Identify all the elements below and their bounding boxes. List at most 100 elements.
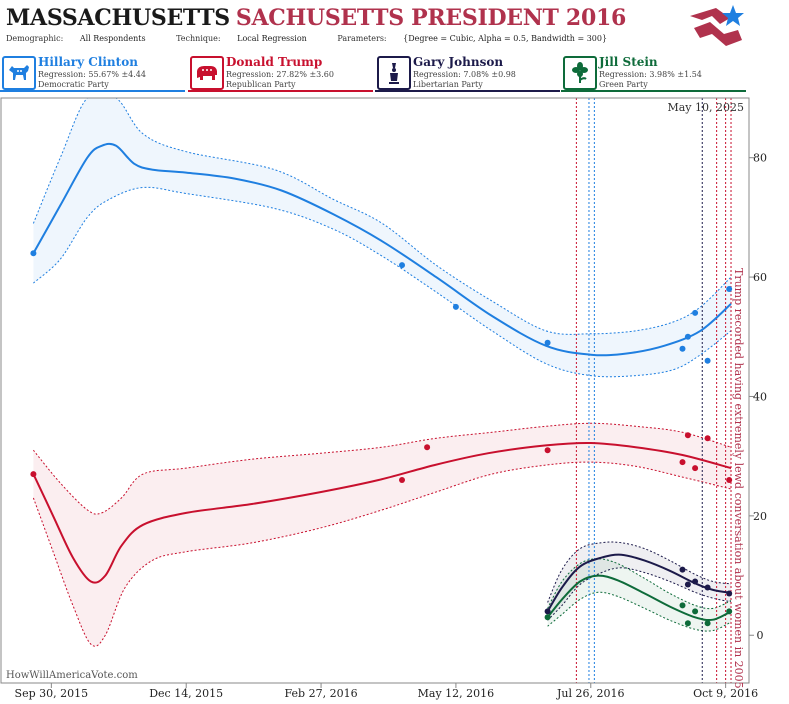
- donkey-icon: [2, 56, 36, 90]
- flower-icon: [563, 56, 597, 90]
- x-tick-label: May 12, 2016: [418, 687, 495, 700]
- johnson-band-fill: [547, 541, 731, 621]
- trump-poll-point: [399, 477, 405, 483]
- x-tick-label: Jul 26, 2016: [556, 687, 625, 700]
- legend-item-stein: Jill Stein Regression: 3.98% ±1.54 Green…: [561, 54, 746, 92]
- legend-underline: [375, 90, 560, 92]
- y-tick-label: 40: [753, 390, 767, 403]
- clinton-poll-point: [692, 309, 699, 316]
- johnson-poll-point: [692, 578, 699, 585]
- trump-poll-point: [424, 444, 431, 451]
- stein-poll-point: [692, 608, 699, 615]
- page-title: MASSACHUSETTS SACHUSETTS PRESIDENT 2016: [6, 5, 626, 31]
- legend-underline: [0, 90, 185, 92]
- clinton-trend-line: [32, 142, 732, 357]
- candidate-name: Hillary Clinton: [38, 55, 138, 69]
- clinton-band-fill: [33, 98, 731, 377]
- x-tick-label: Sep 30, 2015: [15, 687, 89, 700]
- trump-poll-point: [692, 465, 699, 472]
- y-tick-label: 80: [753, 152, 767, 165]
- stein-lower-bound: [547, 591, 732, 632]
- event-lines: [575, 98, 732, 683]
- polling-chart: 0 20 40 60 80 Sep 30, 2015 Dec 14, 2015 Feb 27…: [0, 97, 767, 700]
- stein-poll-point: [544, 614, 551, 621]
- demographic-label: Demographic:: [6, 34, 64, 43]
- candidate-regression: Regression: 27.82% ±3.60: [226, 70, 334, 79]
- clinton-poll-point: [30, 250, 37, 257]
- clinton-poll-point: [684, 333, 691, 340]
- candidate-regression: Regression: 55.67% ±4.44: [38, 70, 146, 79]
- candidate-legend: Hillary Clinton Regression: 55.67% ±4.44…: [0, 54, 789, 94]
- candidate-regression: Regression: 3.98% ±1.54: [599, 70, 702, 79]
- candidate-party: Republican Party: [226, 80, 296, 89]
- x-tick-label: Oct 9, 2016: [693, 687, 758, 700]
- trump-trend-line: [32, 441, 732, 584]
- candidate-regression: Regression: 7.08% ±0.98: [413, 70, 516, 79]
- johnson-lower-bound: [547, 567, 732, 621]
- parameters-value: {Degree = Cubic, Alpha = 0.5, Bandwidth …: [403, 34, 608, 43]
- liberty-statue-icon: [377, 56, 411, 90]
- x-axis: Sep 30, 2015 Dec 14, 2015 Feb 27, 2016 May …: [15, 683, 758, 700]
- trump-poll-point: [544, 447, 551, 454]
- legend-item-trump: Donald Trump Regression: 27.82% ±3.60 Re…: [188, 54, 373, 92]
- y-tick-label: 0: [757, 629, 764, 642]
- x-tick-label: Dec 14, 2015: [149, 687, 223, 700]
- trump-poll-point: [704, 435, 711, 442]
- clinton-lower-bound: [33, 186, 732, 378]
- clinton-poll-point: [679, 345, 686, 352]
- trump-poll-point: [679, 459, 686, 466]
- stein-poll-point: [679, 602, 686, 609]
- trump-poll-point: [30, 471, 37, 478]
- y-tick-label: 20: [753, 510, 767, 523]
- stein-poll-point: [726, 608, 733, 615]
- trump-band-fill: [33, 423, 731, 647]
- stein-upper-bound: [547, 558, 732, 610]
- technique-label: Technique:: [176, 34, 221, 43]
- trump-poll-point: [684, 432, 691, 439]
- poll-points: [30, 250, 733, 627]
- clinton-poll-point: [544, 339, 551, 346]
- johnson-poll-point: [704, 584, 711, 591]
- legend-underline: [561, 90, 746, 92]
- clinton-poll-point: [399, 262, 405, 269]
- trump-upper-bound: [33, 422, 732, 515]
- trump-poll-point: [726, 477, 733, 483]
- parameters-line: Demographic: All Respondents Technique: …: [6, 34, 635, 43]
- demographic-value: All Respondents: [79, 34, 146, 43]
- johnson-poll-point: [684, 581, 691, 588]
- johnson-trend-line: [546, 553, 732, 612]
- trump-lower-bound: [32, 461, 732, 647]
- event-annotation: Trump recorded having extremely lewd con…: [732, 268, 745, 689]
- candidate-name: Donald Trump: [226, 55, 323, 69]
- date-stamp: May 10, 2025: [667, 101, 744, 114]
- johnson-upper-bound: [547, 541, 732, 603]
- trend-lines: [32, 142, 732, 622]
- legend-item-clinton: Hillary Clinton Regression: 55.67% ±4.44…: [0, 54, 185, 92]
- candidate-name: Jill Stein: [599, 55, 658, 69]
- legend-item-johnson: Gary Johnson Regression: 7.08% ±0.98 Lib…: [375, 54, 560, 92]
- elephant-icon: [190, 56, 224, 90]
- title-race: SACHUSETTS PRESIDENT 2016: [235, 5, 626, 31]
- candidate-name: Gary Johnson: [413, 55, 504, 69]
- candidate-party: Green Party: [599, 80, 648, 89]
- site-logo-icon: [690, 5, 744, 46]
- chart-header: MASSACHUSETTS SACHUSETTS PRESIDENT 2016 D…: [0, 0, 789, 52]
- watermark: HowWillAmericaVote.com: [6, 670, 138, 681]
- y-axis: 0 20 40 60 80: [749, 152, 767, 642]
- y-tick-label: 60: [753, 271, 767, 284]
- johnson-poll-point: [544, 608, 551, 615]
- stein-poll-point: [684, 620, 691, 627]
- johnson-poll-point: [726, 590, 733, 597]
- candidate-party: Democratic Party: [38, 80, 109, 89]
- confidence-bands: [32, 98, 732, 647]
- johnson-poll-point: [679, 566, 686, 573]
- clinton-poll-point: [704, 357, 711, 364]
- plot-frame: [0, 97, 750, 684]
- technique-value: Local Regression: [237, 34, 307, 43]
- stein-poll-point: [704, 620, 711, 627]
- candidate-party: Libertarian Party: [413, 80, 483, 89]
- clinton-poll-point: [726, 286, 733, 292]
- x-tick-label: Feb 27, 2016: [285, 687, 358, 700]
- stein-trend-line: [546, 574, 732, 622]
- clinton-poll-point: [452, 303, 459, 310]
